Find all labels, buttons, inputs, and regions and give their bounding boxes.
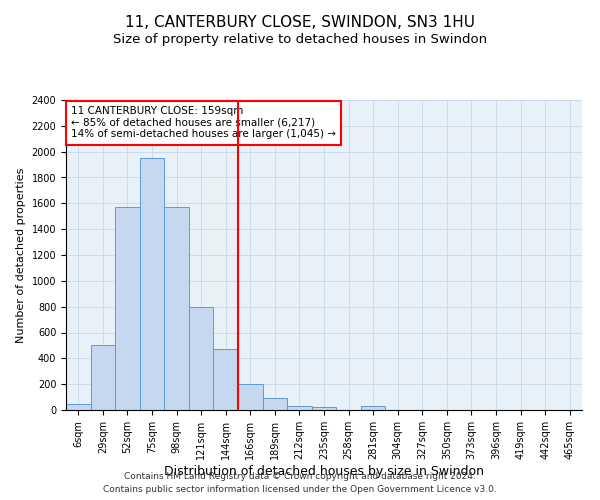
Text: 11 CANTERBURY CLOSE: 159sqm
← 85% of detached houses are smaller (6,217)
14% of : 11 CANTERBURY CLOSE: 159sqm ← 85% of det… <box>71 106 336 140</box>
Bar <box>263 398 287 410</box>
Bar <box>66 404 91 410</box>
X-axis label: Distribution of detached houses by size in Swindon: Distribution of detached houses by size … <box>164 464 484 477</box>
Bar <box>214 348 238 410</box>
Y-axis label: Number of detached properties: Number of detached properties <box>16 168 26 342</box>
Bar <box>312 408 336 410</box>
Bar <box>189 306 214 410</box>
Bar <box>287 406 312 410</box>
Text: Contains HM Land Registry data © Crown copyright and database right 2024.: Contains HM Land Registry data © Crown c… <box>124 472 476 481</box>
Bar <box>140 158 164 410</box>
Text: 11, CANTERBURY CLOSE, SWINDON, SN3 1HU: 11, CANTERBURY CLOSE, SWINDON, SN3 1HU <box>125 15 475 30</box>
Bar <box>361 406 385 410</box>
Bar <box>164 206 189 410</box>
Bar <box>91 346 115 410</box>
Bar <box>115 206 140 410</box>
Text: Size of property relative to detached houses in Swindon: Size of property relative to detached ho… <box>113 32 487 46</box>
Text: Contains public sector information licensed under the Open Government Licence v3: Contains public sector information licen… <box>103 485 497 494</box>
Bar <box>238 384 263 410</box>
